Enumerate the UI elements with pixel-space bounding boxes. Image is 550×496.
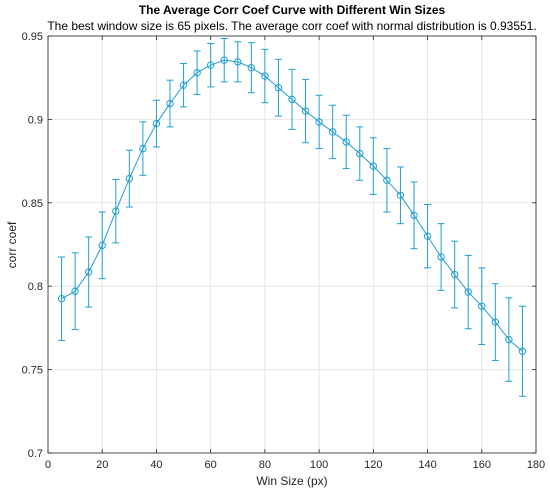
- data-point: [505, 335, 513, 344]
- data-point: [437, 253, 445, 261]
- data-point: [450, 270, 459, 279]
- plot-area: 0 20 40 60 80 100 120 140 160 180 0.7 0.75 0.8 0.85 0.…: [22, 31, 546, 471]
- data-point: [206, 61, 215, 69]
- data-point: [464, 288, 472, 296]
- data-point: [315, 118, 323, 126]
- data-point: [301, 107, 310, 115]
- x-tick-label: 60: [205, 459, 217, 471]
- x-tick-label: 20: [96, 459, 108, 471]
- data-point: [220, 56, 228, 64]
- x-tick-label: 140: [418, 459, 436, 471]
- x-tick-label: 100: [310, 459, 328, 471]
- data-point: [139, 144, 147, 153]
- x-tick-label: 0: [45, 459, 51, 471]
- data-point: [179, 81, 188, 89]
- data-point: [396, 191, 405, 199]
- data-point: [410, 211, 418, 220]
- data-point: [166, 99, 174, 108]
- data-point: [125, 174, 134, 183]
- axes-box: [47, 35, 537, 454]
- data-point: [193, 68, 201, 77]
- data-point: [274, 84, 283, 92]
- data-point: [98, 241, 106, 250]
- data-point: [234, 58, 242, 66]
- y-tick-label: 0.7: [28, 448, 43, 460]
- chart-title: The Average Corr Coef Curve with Differe…: [139, 3, 446, 17]
- y-axis-label: corr coef: [5, 221, 19, 268]
- data-point: [518, 347, 527, 355]
- y-tick-label: 0.95: [22, 31, 43, 43]
- data-point: [261, 72, 269, 80]
- x-tick-label: 160: [473, 459, 491, 471]
- data-point: [491, 318, 500, 326]
- chart-subtitle: The best window size is 65 pixels. The a…: [47, 19, 536, 33]
- series-line: [61, 59, 523, 352]
- data-point: [423, 232, 432, 240]
- data-point: [57, 295, 66, 303]
- data-point: [152, 119, 161, 128]
- data-point: [383, 176, 391, 184]
- x-tick-label: 120: [364, 459, 382, 471]
- data-point: [71, 287, 79, 295]
- data-point: [84, 268, 93, 276]
- x-tick-label: 80: [259, 459, 271, 471]
- data-point: [478, 302, 486, 310]
- data-point: [247, 63, 256, 72]
- y-tick-label: 0.9: [28, 114, 43, 126]
- data-point: [288, 95, 296, 104]
- x-axis-label: Win Size (px): [256, 474, 327, 488]
- data-point: [328, 128, 337, 136]
- y-tick-label: 0.85: [22, 198, 43, 210]
- data-point: [112, 207, 120, 215]
- data-point: [369, 162, 378, 170]
- y-tick-label: 0.8: [28, 281, 43, 293]
- data-point: [342, 138, 350, 146]
- x-tick-label: 180: [527, 459, 545, 471]
- x-tick-label: 40: [150, 459, 162, 471]
- data-point: [356, 149, 364, 158]
- y-tick-label: 0.75: [22, 365, 43, 377]
